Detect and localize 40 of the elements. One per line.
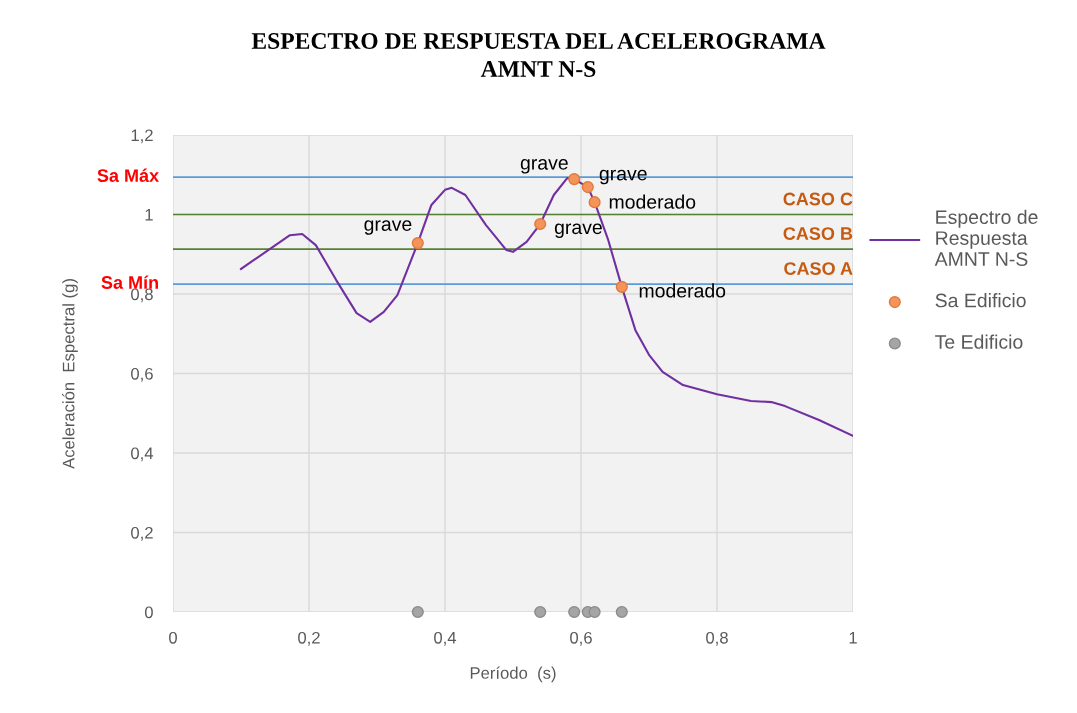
x-tick-label: 0,2	[298, 631, 320, 646]
chart-title: ESPECTRO DE RESPUESTA DEL ACELEROGRAMA AMNT N-S	[251, 33, 826, 77]
x-tick-label: 0	[169, 631, 177, 644]
point	[581, 180, 594, 194]
point	[411, 237, 424, 250]
legend-label: Sa Edificio	[935, 293, 1026, 308]
annotation: Sa Mín	[101, 275, 158, 289]
y-tick-label: 0,6	[131, 367, 153, 382]
annotation: grave	[520, 159, 568, 174]
point	[615, 280, 628, 293]
x-tick-label: 0,4	[434, 631, 457, 646]
x-tick-label: 1	[849, 632, 857, 644]
annotation: CASO A	[784, 262, 853, 275]
annotation: grave	[364, 220, 412, 235]
point	[588, 605, 601, 619]
annotation: Sa Máx	[97, 168, 159, 182]
annotation: CASO C	[783, 192, 853, 206]
point	[615, 605, 628, 619]
point	[534, 217, 547, 231]
y-tick-label: 0,2	[131, 526, 153, 541]
annotation: moderado	[639, 283, 726, 298]
y-tick-label: 1	[145, 209, 153, 221]
point	[568, 173, 581, 186]
y-tick-label: 0,8	[131, 288, 153, 303]
point	[534, 605, 547, 619]
y-tick-label: 0,4	[131, 447, 154, 462]
point	[411, 605, 424, 619]
annotation: moderado	[609, 194, 696, 209]
y-tick-label: 0	[144, 606, 153, 619]
annotation: CASO B	[783, 227, 853, 240]
x-axis-title: Período (s)	[470, 666, 556, 683]
point	[568, 605, 581, 619]
y-axis-title: Aceleración Espectral (g)	[62, 279, 78, 469]
y-tick-label: 1,2	[131, 129, 153, 144]
x-tick-label: 0,6	[570, 631, 592, 646]
x-tick-label: 0,8	[706, 631, 728, 646]
point	[588, 196, 601, 209]
legend-label: Espectro de Respuesta AMNT N-S	[934, 209, 1038, 266]
annotation: grave	[554, 223, 602, 238]
legend-label: Te Edificio	[935, 334, 1023, 349]
